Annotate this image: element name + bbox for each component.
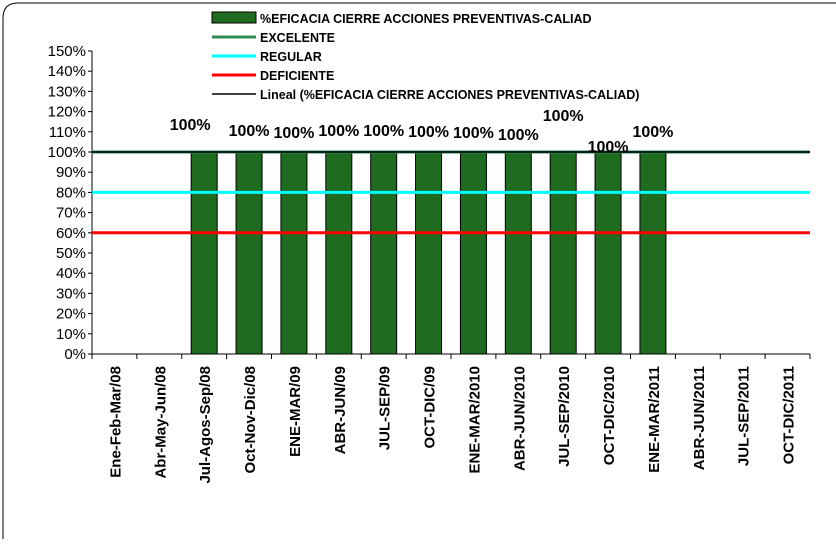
- x-tick-label: ABR-JUN/2011: [691, 366, 708, 470]
- legend: %EFICACIA CIERRE ACCIONES PREVENTIVAS-CA…: [211, 11, 639, 102]
- x-tick-label: Oct-Nov-Dic/08: [242, 366, 259, 474]
- data-labels: 100% 100% 100% 100% 100% 100% 100% 100%100%100%…: [170, 108, 674, 156]
- data-label: 100%: [498, 127, 539, 144]
- bar: [325, 151, 353, 355]
- data-label: 100%: [543, 108, 584, 125]
- bar: [415, 151, 443, 355]
- x-tick-label: Abr-May-Jun/08: [152, 366, 169, 479]
- x-tick-label: ABR-JUN/2010: [511, 366, 528, 471]
- x-tick-label: Jul-Agos-Sep/08: [197, 366, 214, 484]
- bar: [549, 151, 577, 355]
- x-tick-label: ENE-MAR/2011: [646, 366, 663, 473]
- bar: [594, 151, 622, 355]
- y-tick-label: 60%: [56, 225, 86, 242]
- x-tick-label: JUL-SEP/2010: [556, 366, 573, 467]
- bar: [235, 151, 263, 355]
- y-axis: 0% 10% 20% 30% 40% 50% 60% 70% 80% 90% 100% 110% 120…: [48, 43, 93, 363]
- bar: [459, 151, 487, 355]
- y-tick-label: 50%: [56, 245, 86, 262]
- x-tick-label: JUL-SEP/09: [377, 366, 394, 450]
- y-tick-label: 30%: [56, 285, 86, 302]
- data-label: 100%: [588, 139, 629, 156]
- y-tick-label: 40%: [56, 265, 86, 282]
- reference-lines: [92, 150, 810, 235]
- y-tick-label: 150%: [48, 43, 86, 60]
- x-axis: Ene-Feb-Mar/08 Abr-May-Jun/08 Jul-Agos-Sep…: [91, 353, 811, 484]
- data-label: 100%: [318, 123, 359, 140]
- y-tick-label: 90%: [56, 164, 86, 181]
- y-tick-label: 80%: [56, 184, 86, 201]
- y-tick-label: 70%: [56, 205, 86, 222]
- legend-label: DEFICIENTE: [260, 69, 334, 83]
- y-tick-label: 110%: [49, 124, 86, 141]
- y-tick-label: 10%: [56, 326, 86, 343]
- y-tick-label: 130%: [48, 83, 86, 100]
- x-tick-label: OCT-DIC/2011: [781, 366, 798, 464]
- data-label: 100%: [273, 125, 314, 142]
- x-tick-label: JUL-SEP/2011: [736, 366, 753, 466]
- y-tick-label: 140%: [48, 63, 86, 80]
- data-label: 100%: [363, 123, 404, 140]
- bar: [190, 151, 218, 355]
- x-tick-label: OCT-DIC/09: [422, 366, 439, 449]
- data-label: 100%: [408, 124, 449, 141]
- x-tick-label: Ene-Feb-Mar/08: [107, 366, 124, 478]
- legend-label: EXCELENTE: [260, 31, 335, 45]
- data-label: 100%: [632, 124, 673, 141]
- x-tick-label: ENE-MAR/09: [287, 366, 304, 457]
- legend-swatch-bar: [211, 11, 257, 24]
- legend-label: REGULAR: [260, 50, 322, 64]
- legend-label: %EFICACIA CIERRE ACCIONES PREVENTIVAS-CA…: [260, 12, 592, 26]
- legend-label: Lineal (%EFICACIA CIERRE ACCIONES PREVEN…: [260, 88, 639, 102]
- bars: [190, 151, 667, 355]
- x-tick-label: ENE-MAR/2010: [466, 366, 483, 474]
- y-tick-label: 120%: [48, 104, 86, 121]
- data-label: 100%: [229, 123, 270, 140]
- y-tick-label: 100%: [48, 144, 86, 161]
- x-tick-label: OCT-DIC/2010: [601, 366, 618, 465]
- bar: [639, 151, 667, 355]
- bar: [504, 151, 532, 355]
- data-label: 100%: [453, 125, 494, 142]
- bar: [280, 151, 308, 355]
- x-tick-label: ABR-JUN/09: [332, 366, 349, 454]
- bar: [370, 151, 398, 355]
- y-tick-label: 20%: [56, 306, 86, 323]
- data-label: 100%: [170, 117, 211, 134]
- y-tick-label: 0%: [64, 346, 86, 363]
